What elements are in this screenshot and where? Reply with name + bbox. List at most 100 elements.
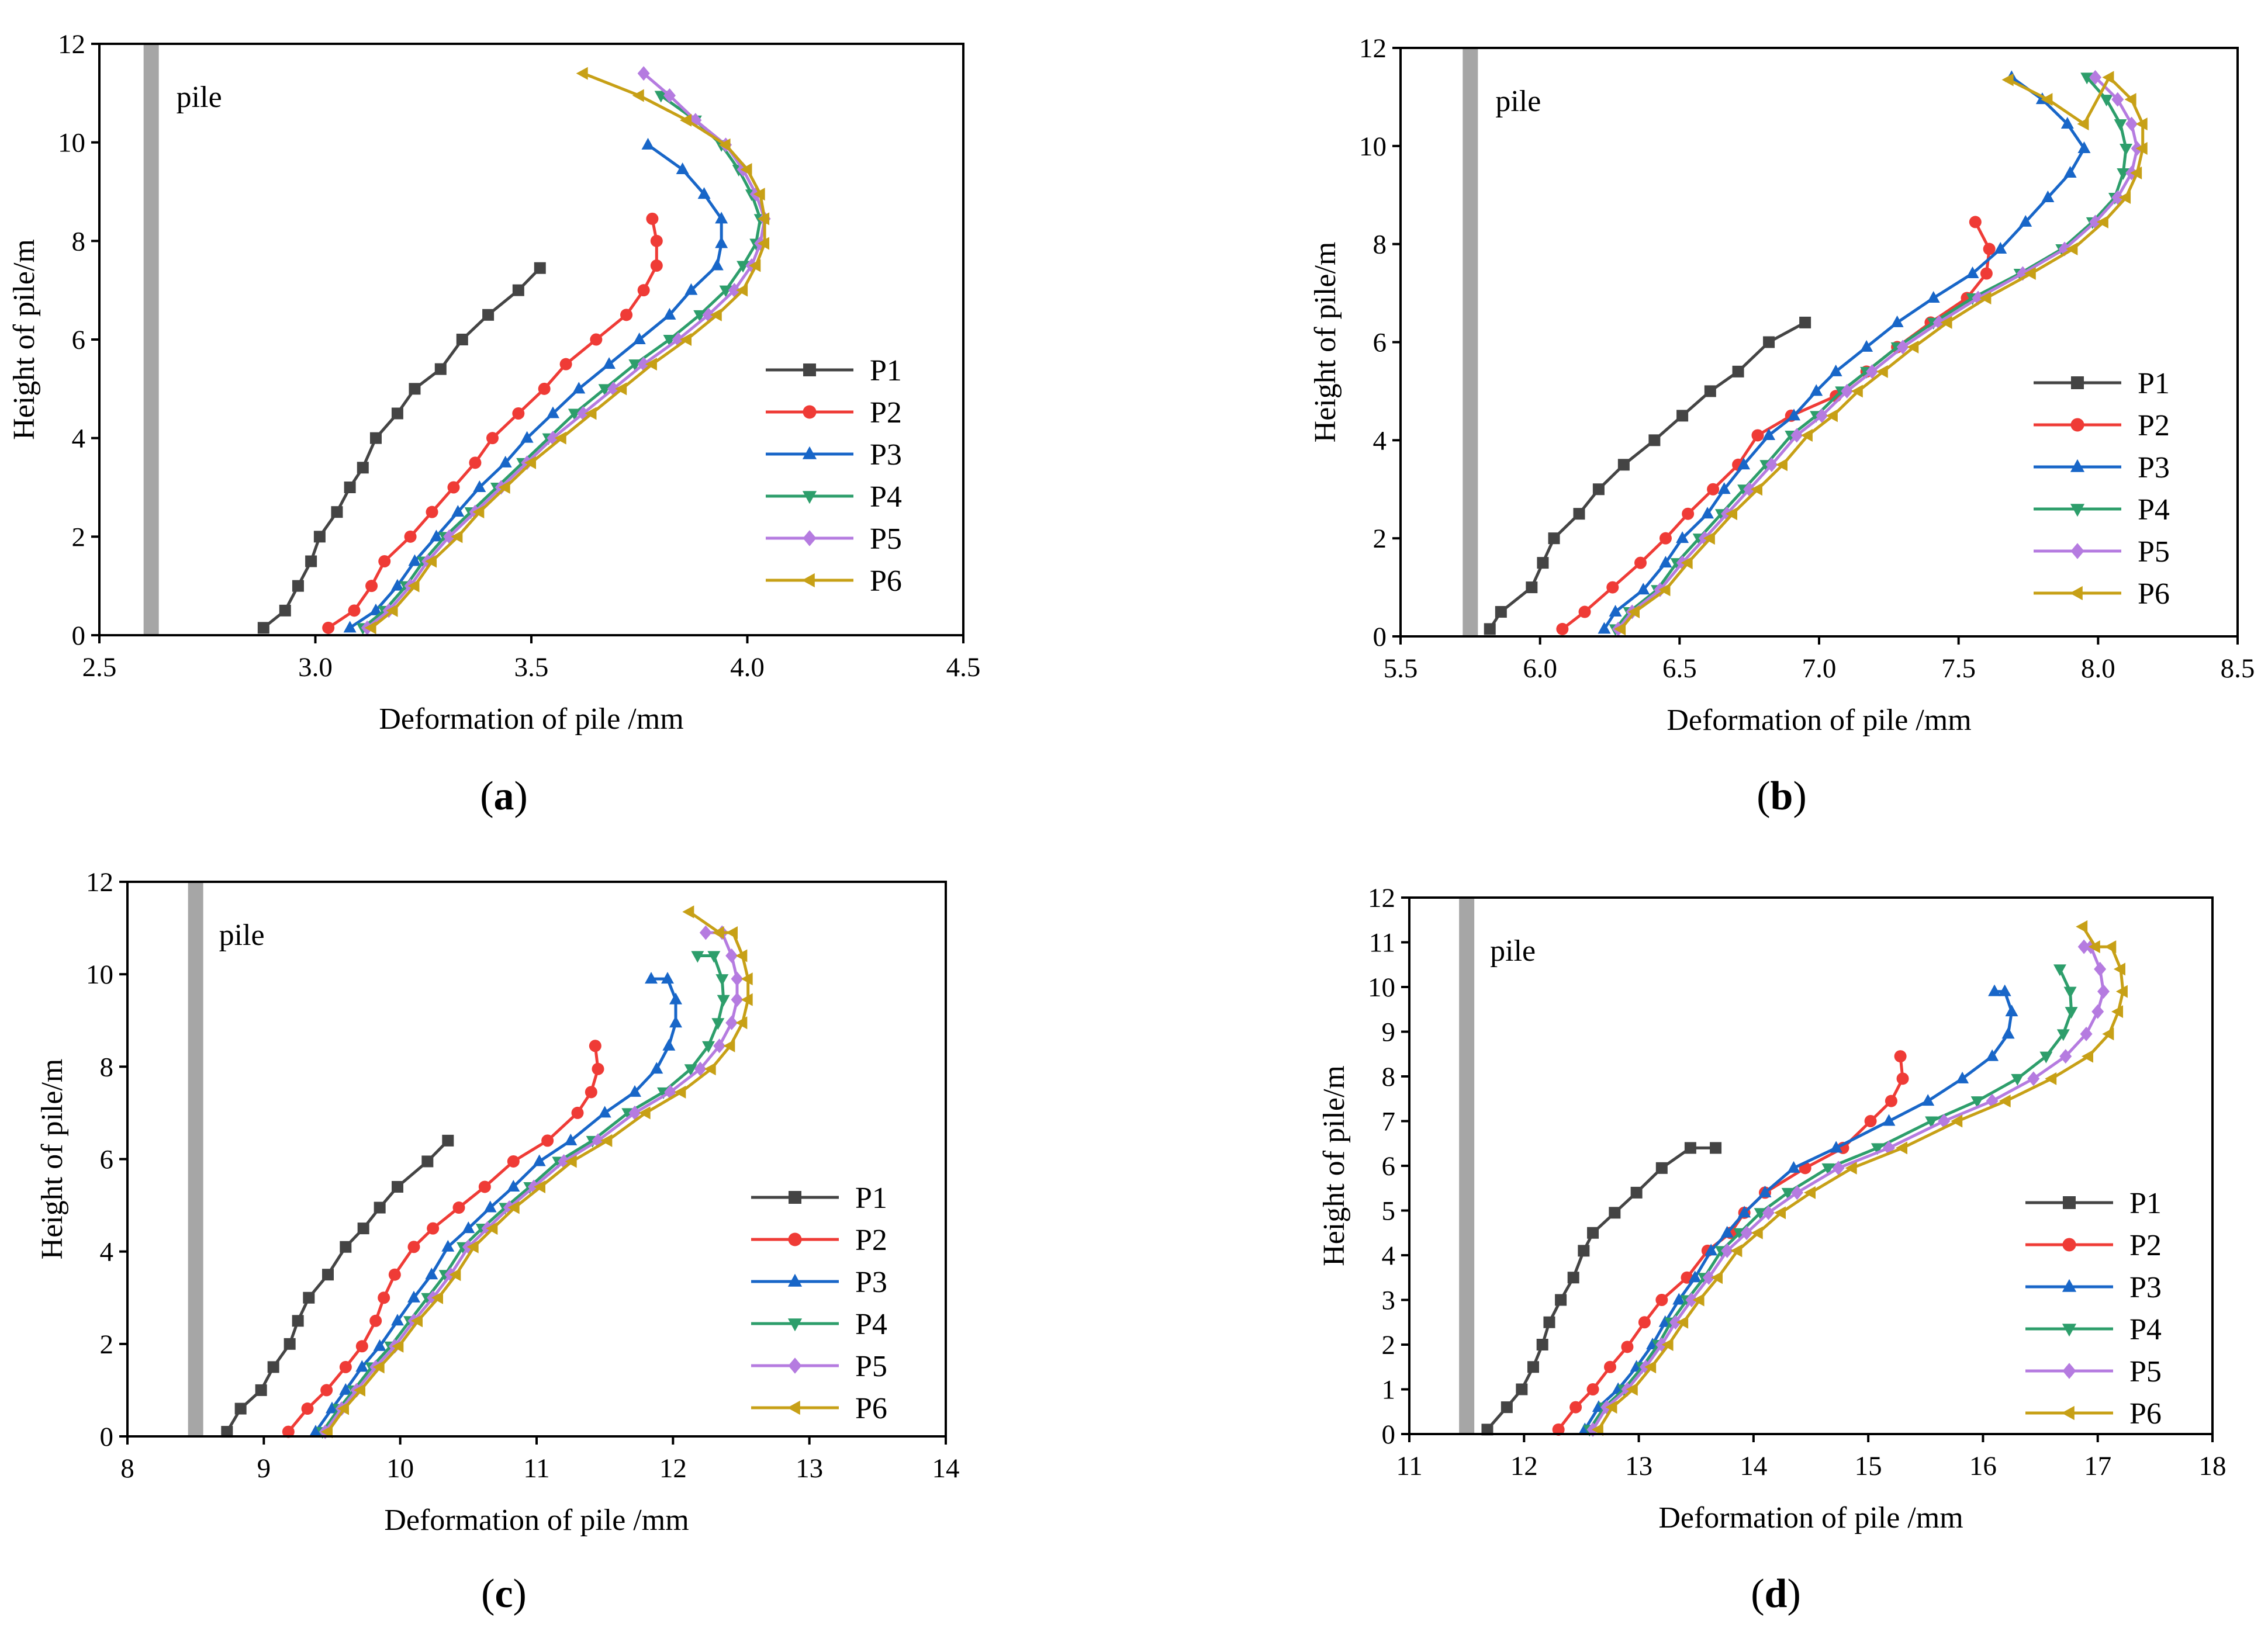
y-axis-title: Height of pile/m xyxy=(8,239,41,440)
data-point xyxy=(466,1240,479,1253)
legend-marker xyxy=(2069,586,2083,601)
data-point xyxy=(758,212,770,226)
data-point xyxy=(1925,1116,1938,1128)
data-point xyxy=(713,1038,726,1054)
data-point xyxy=(1592,483,1605,496)
data-point xyxy=(255,1384,267,1396)
data-point xyxy=(691,951,704,963)
data-point xyxy=(2102,71,2114,84)
data-point xyxy=(357,1223,369,1235)
x-tick-label: 8.5 xyxy=(2221,653,2255,684)
data-point xyxy=(1871,1143,1884,1155)
data-point xyxy=(1655,1294,1668,1306)
legend-label: P1 xyxy=(855,1182,887,1215)
data-point xyxy=(2063,986,2077,999)
data-point xyxy=(1501,1401,1513,1414)
data-point xyxy=(731,992,744,1007)
data-point xyxy=(2060,117,2074,129)
data-point xyxy=(392,1180,403,1193)
data-point xyxy=(684,1064,697,1076)
legend-item-p2: P2 xyxy=(2025,1229,2162,1262)
legend-marker xyxy=(2061,1405,2075,1421)
y-tick-label: 6 xyxy=(72,325,86,355)
data-point xyxy=(1606,581,1619,594)
data-point xyxy=(571,1106,584,1119)
data-point xyxy=(1951,1114,1963,1128)
caption-letter: b xyxy=(1771,774,1793,819)
data-point xyxy=(292,580,304,592)
x-tick-label: 12 xyxy=(659,1453,687,1484)
data-point xyxy=(598,1106,611,1118)
data-point xyxy=(292,1315,304,1327)
data-point xyxy=(2104,940,2117,954)
y-tick-label: 3 xyxy=(1382,1286,1396,1316)
panel-caption: (d) xyxy=(1751,1571,1801,1616)
data-point xyxy=(1573,508,1585,520)
data-point xyxy=(1940,316,1952,329)
data-point xyxy=(1799,316,1811,328)
legend-label: P6 xyxy=(2129,1397,2162,1431)
data-point xyxy=(2120,144,2133,156)
legend-label: P4 xyxy=(2138,493,2170,527)
y-tick-label: 10 xyxy=(58,128,85,158)
data-point xyxy=(697,187,711,199)
data-point xyxy=(1826,409,1838,422)
data-point xyxy=(1604,1360,1616,1373)
chart-panel-c: pile 8 9 10 11 12 13 14 0 2 4 6 8 10 12 Deformation of … xyxy=(36,867,960,1616)
x-tick-label: 8 xyxy=(120,1453,134,1484)
x-tick-label: 2.5 xyxy=(82,652,117,683)
data-point xyxy=(2125,116,2138,131)
data-point xyxy=(462,1221,475,1234)
series-p1 xyxy=(1481,1142,1722,1436)
data-point xyxy=(2045,1072,2057,1085)
data-point xyxy=(638,1106,651,1120)
caption-letter: a xyxy=(494,774,514,819)
data-point xyxy=(1726,507,1738,521)
x-axis-title: Deformation of pile /mm xyxy=(384,1504,689,1537)
data-point xyxy=(326,1401,338,1414)
data-point xyxy=(715,974,729,986)
data-point xyxy=(538,382,551,395)
data-point xyxy=(1526,581,1538,594)
data-point xyxy=(1578,1245,1590,1257)
legend-label: P3 xyxy=(2138,451,2170,484)
legend: P1 P2 P3 P4 P5 P6 xyxy=(2034,367,2170,611)
data-point xyxy=(305,555,317,567)
x-tick-label: 10 xyxy=(386,1453,414,1484)
legend-item-p3: P3 xyxy=(2034,451,2170,484)
data-point xyxy=(707,951,721,963)
data-point xyxy=(1704,385,1716,397)
y-tick-label: 12 xyxy=(1359,33,1387,64)
data-point xyxy=(1676,531,1689,543)
legend-marker xyxy=(2070,543,2084,559)
legend-label: P6 xyxy=(2138,577,2170,611)
x-axis-title: Deformation of pile /mm xyxy=(1667,704,1971,737)
data-point xyxy=(1845,1161,1857,1175)
data-point xyxy=(718,138,731,151)
x-tick-label: 17 xyxy=(2084,1451,2111,1481)
data-point xyxy=(2077,141,2091,154)
series-line xyxy=(262,266,541,629)
data-point xyxy=(365,580,378,593)
data-point xyxy=(1676,1315,1689,1329)
legend-marker xyxy=(787,1273,803,1287)
data-point xyxy=(1591,1423,1603,1436)
data-point xyxy=(1536,1339,1548,1350)
data-point xyxy=(407,1290,420,1303)
data-point xyxy=(628,1085,641,1097)
data-point xyxy=(2005,1005,2018,1017)
data-point xyxy=(710,308,722,321)
data-point xyxy=(740,163,752,176)
data-point xyxy=(650,259,663,272)
data-point xyxy=(1644,1360,1657,1374)
data-point xyxy=(564,1133,578,1145)
series-p2 xyxy=(322,212,663,634)
legend-label: P6 xyxy=(870,565,902,598)
legend-label: P3 xyxy=(2129,1271,2162,1304)
y-tick-label: 0 xyxy=(1373,622,1387,652)
series-line xyxy=(1588,968,2073,1431)
data-point xyxy=(725,1015,738,1030)
legend-marker xyxy=(2070,459,2085,472)
x-tick-label: 4.5 xyxy=(946,652,981,683)
data-point xyxy=(2113,962,2125,976)
